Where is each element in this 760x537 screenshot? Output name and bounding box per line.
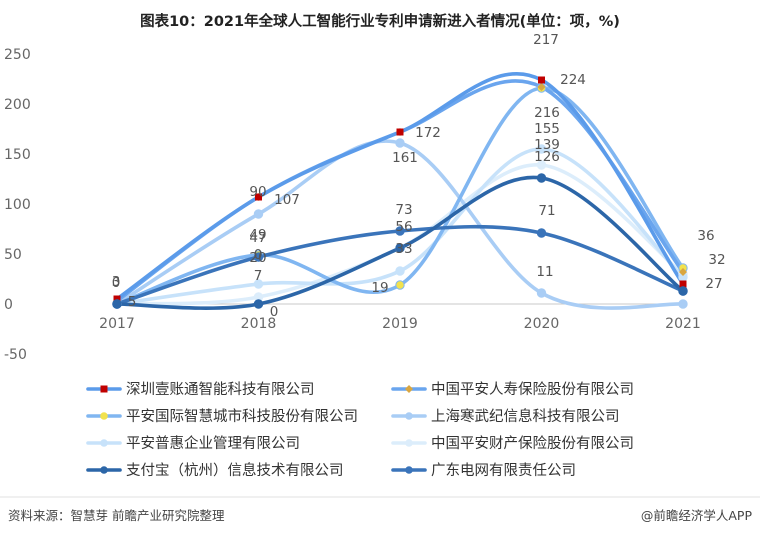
data-label: 172	[415, 125, 441, 141]
legend-marker	[100, 385, 108, 393]
data-label: 73	[395, 202, 412, 218]
legend-label: 中国平安财产保险股份有限公司	[431, 435, 634, 452]
data-label: 36	[697, 228, 714, 244]
data-label: 155	[534, 121, 560, 137]
data-point	[538, 76, 545, 84]
data-point	[255, 193, 262, 201]
data-point	[536, 173, 547, 183]
data-point	[678, 299, 688, 309]
legend-label: 广东电网有限责任公司	[431, 462, 576, 479]
x-tick-label: 2018	[241, 316, 277, 332]
legend-label: 上海寒武纪信息科技有限公司	[431, 407, 620, 425]
data-label: 161	[392, 150, 418, 166]
data-point	[537, 83, 546, 91]
data-point	[253, 252, 264, 262]
x-tick-label: 2017	[99, 316, 135, 332]
x-axis-ticks: 2017 2018 2019 2020 2021	[99, 316, 701, 332]
x-tick-label: 2021	[665, 316, 701, 332]
series-line	[115, 175, 685, 310]
legend-label: 平安国际智慧城市科技股份有限公司	[126, 408, 358, 425]
data-point	[253, 209, 264, 219]
data-label: 217	[533, 32, 559, 48]
data-label: 0	[254, 247, 263, 263]
x-tick-label: 2020	[524, 316, 560, 332]
data-label: 224	[560, 72, 586, 88]
y-tick-label: 50	[4, 247, 22, 263]
chart-title: 图表10：2021年全球人工智能行业专利申请新进入者情况(单位：项，%)	[140, 12, 620, 30]
data-label: 71	[538, 203, 555, 219]
data-point	[253, 279, 264, 289]
data-label: 27	[705, 276, 722, 292]
y-axis-ticks: 250 200 150 100 50 0 -50	[4, 47, 31, 363]
data-label: 32	[708, 252, 725, 268]
legend-marker	[100, 412, 108, 420]
legend-marker	[100, 439, 108, 447]
data-label: 107	[274, 192, 300, 208]
legend-label: 平安普惠企业管理有限公司	[126, 434, 300, 452]
data-point	[679, 268, 687, 276]
data-label: 56	[395, 219, 412, 235]
data-label: 126	[534, 149, 560, 165]
data-point	[395, 280, 405, 290]
data-label: 33	[395, 241, 412, 257]
series-line	[115, 86, 685, 306]
series-line	[115, 72, 685, 301]
data-label: 49	[249, 227, 266, 243]
legend-marker	[405, 466, 413, 474]
data-label: 19	[371, 280, 388, 296]
legend-marker	[405, 439, 413, 447]
data-label: 90	[249, 184, 266, 200]
legend-label: 支付宝（杭州）信息技术有限公司	[126, 462, 344, 479]
data-point	[253, 299, 264, 309]
legend-marker	[405, 385, 413, 393]
data-point	[536, 288, 547, 298]
series-line	[115, 147, 685, 306]
data-label: 7	[254, 268, 263, 284]
y-tick-label: 0	[4, 297, 13, 313]
series-markers	[112, 76, 688, 309]
data-point	[678, 286, 688, 296]
y-tick-label: -50	[4, 347, 27, 363]
data-label: 139	[534, 137, 560, 153]
legend-marker	[405, 412, 413, 420]
y-tick-label: 100	[4, 197, 31, 213]
footer-source: 资料来源：智慧芽 前瞻产业研究院整理	[8, 508, 225, 523]
data-point	[113, 295, 121, 303]
y-tick-label: 200	[4, 97, 31, 113]
data-point	[396, 128, 404, 136]
legend-label: 中国平安人寿保险股份有限公司	[431, 381, 634, 398]
data-point	[395, 226, 405, 236]
legend: 深圳壹账通智能科技有限公司 中国平安人寿保险股份有限公司平安国际智慧城市科技股份有…	[86, 381, 634, 479]
data-label: 47	[249, 230, 266, 246]
data-label: 0	[112, 275, 121, 291]
data-label: 216	[534, 105, 560, 121]
data-label: 3	[112, 274, 121, 290]
data-point	[679, 280, 687, 288]
data-point	[536, 228, 547, 238]
legend-marker	[100, 466, 108, 474]
data-label: 0	[270, 304, 279, 320]
footer-brand: @前瞻经济学人APP	[641, 508, 753, 523]
data-point	[395, 243, 405, 253]
y-tick-label: 150	[4, 147, 31, 163]
data-point	[536, 160, 547, 170]
data-label: 5	[128, 294, 137, 310]
data-label: 11	[536, 264, 553, 280]
y-tick-label: 250	[4, 47, 31, 63]
data-label: 20	[249, 250, 266, 266]
data-point	[395, 138, 405, 148]
data-point	[536, 144, 547, 154]
x-tick-label: 2019	[382, 316, 418, 332]
legend-label: 深圳壹账通智能科技有限公司	[126, 381, 315, 398]
data-point	[112, 299, 122, 309]
data-point	[395, 266, 405, 276]
